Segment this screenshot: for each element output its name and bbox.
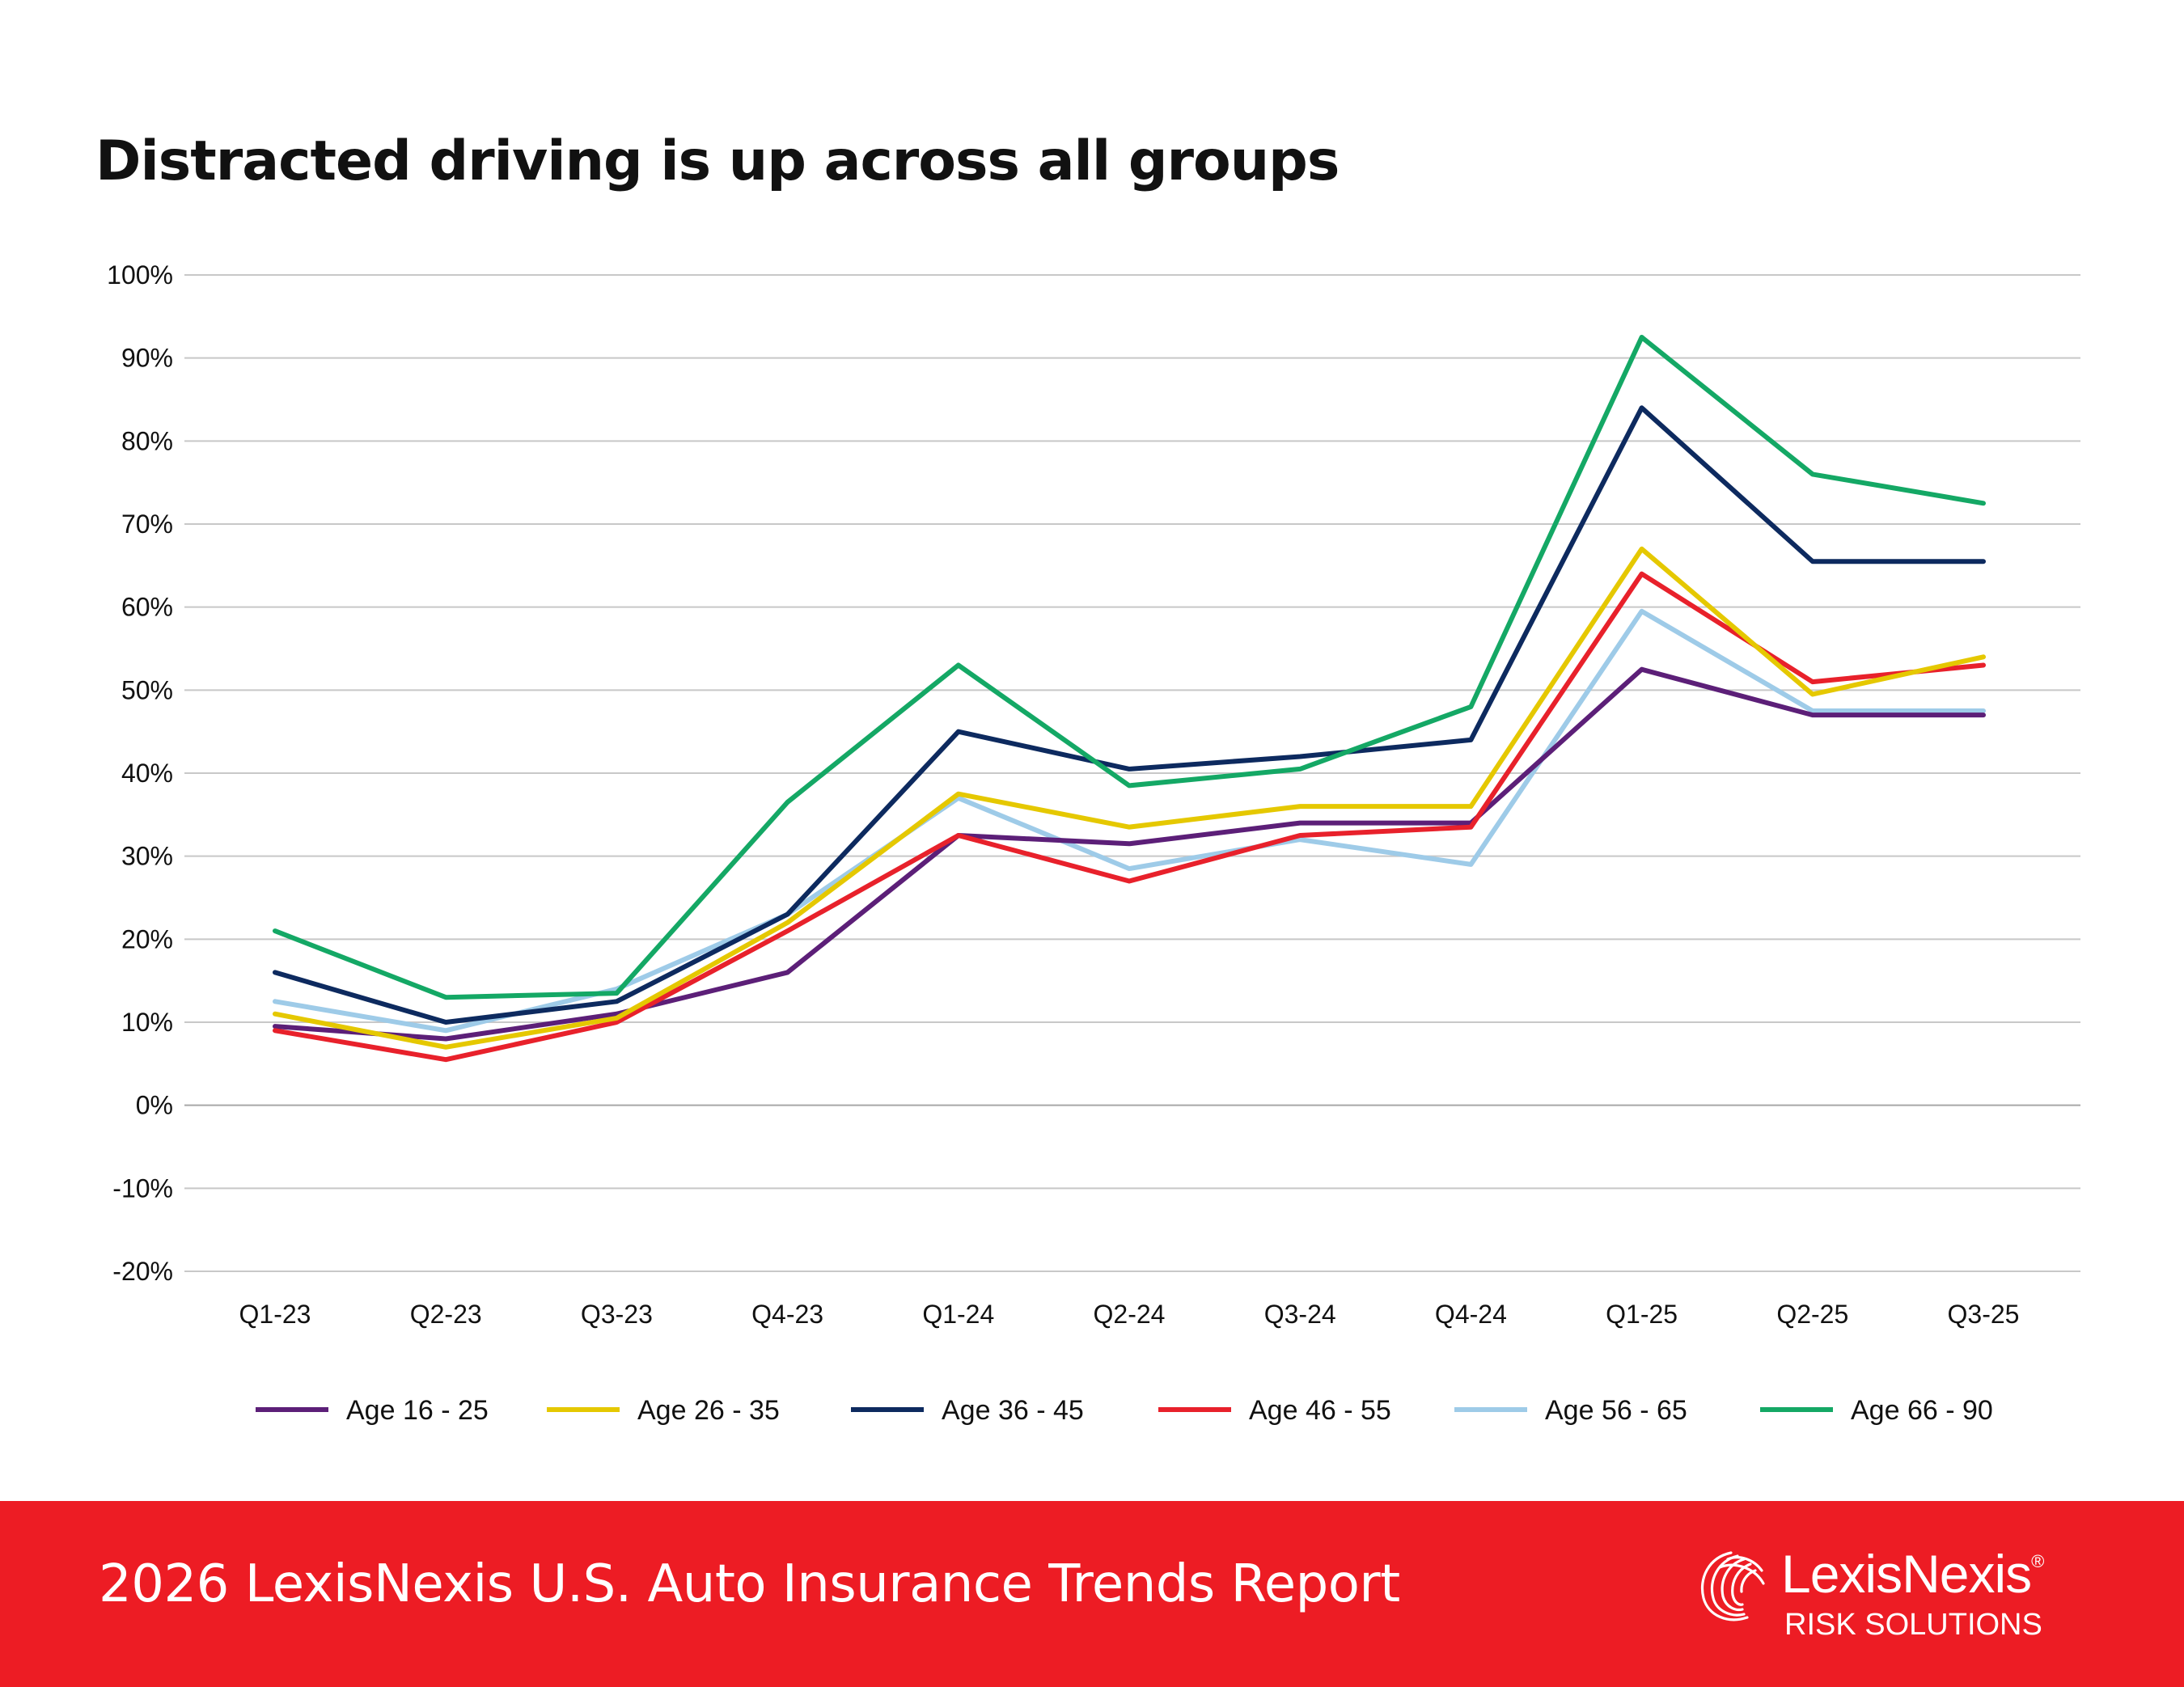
series-line-4 bbox=[273, 571, 1986, 1063]
y-tick-label: 100% bbox=[107, 260, 173, 290]
logo-subtitle: RISK SOLUTIONS bbox=[1784, 1608, 2042, 1642]
y-tick-label: 40% bbox=[121, 759, 173, 788]
x-tick-label: Q3-24 bbox=[1264, 1300, 1336, 1329]
y-tick-label: 60% bbox=[121, 593, 173, 622]
y-tick-label: 20% bbox=[121, 924, 173, 953]
line-chart: 100% 90% 80% 70% 60% 50% 40% 30% 20% 10% 0% -10% -20… bbox=[107, 260, 2080, 1426]
x-tick-label: Q1-25 bbox=[1606, 1300, 1678, 1329]
legend-item: Age 56 - 65 bbox=[1454, 1395, 1687, 1426]
legend-item: Age 16 - 25 bbox=[256, 1395, 489, 1426]
x-tick-label: Q4-23 bbox=[751, 1300, 823, 1329]
chart-title: Distracted driving is up across all grou… bbox=[95, 129, 1340, 193]
y-tick-label: 10% bbox=[121, 1008, 173, 1037]
legend-label: Age 66 - 90 bbox=[1851, 1395, 1993, 1426]
y-tick-label: -10% bbox=[112, 1173, 173, 1203]
legend-label: Age 46 - 55 bbox=[1249, 1395, 1391, 1426]
series-lines bbox=[273, 335, 1986, 1063]
lexisnexis-logo: LexisNexis® RISK SOLUTIONS bbox=[1691, 1543, 2095, 1648]
report-title: 2026 LexisNexis U.S. Auto Insurance Tren… bbox=[99, 1554, 1400, 1614]
x-tick-label: Q4-24 bbox=[1435, 1300, 1507, 1329]
x-tick-label: Q2-23 bbox=[410, 1300, 482, 1329]
lexisnexis-globe-icon bbox=[1700, 1551, 1765, 1621]
footer-banner: 2026 LexisNexis U.S. Auto Insurance Tren… bbox=[0, 1501, 2184, 1687]
series-line-3 bbox=[273, 405, 1986, 1025]
x-tick-label: Q1-24 bbox=[922, 1300, 994, 1329]
y-axis-ticks: 100% 90% 80% 70% 60% 50% 40% 30% 20% 10% 0% -10% -20… bbox=[107, 260, 173, 1286]
y-tick-label: 0% bbox=[136, 1091, 173, 1120]
legend-label: Age 26 - 35 bbox=[637, 1395, 780, 1426]
x-tick-label: Q1-23 bbox=[239, 1300, 311, 1329]
x-tick-label: Q2-24 bbox=[1094, 1300, 1166, 1329]
y-tick-label: 30% bbox=[121, 842, 173, 871]
y-tick-label: -20% bbox=[112, 1257, 173, 1286]
y-tick-label: 80% bbox=[121, 426, 173, 455]
logo-wordmark: LexisNexis® bbox=[1781, 1544, 2044, 1604]
series-line-1 bbox=[273, 666, 1986, 1042]
legend-label: Age 36 - 45 bbox=[942, 1395, 1084, 1426]
legend-label: Age 56 - 65 bbox=[1545, 1395, 1687, 1426]
x-tick-label: Q3-23 bbox=[581, 1300, 653, 1329]
legend-item: Age 36 - 45 bbox=[851, 1395, 1084, 1426]
x-tick-label: Q3-25 bbox=[1948, 1300, 2020, 1329]
series-line-2 bbox=[273, 546, 1986, 1050]
series-line-5 bbox=[273, 608, 1986, 1034]
x-tick-label: Q2-25 bbox=[1776, 1300, 1848, 1329]
legend-label: Age 16 - 25 bbox=[346, 1395, 489, 1426]
legend-item: Age 46 - 55 bbox=[1158, 1395, 1391, 1426]
legend-item: Age 26 - 35 bbox=[547, 1395, 780, 1426]
legend-item: Age 66 - 90 bbox=[1760, 1395, 1993, 1426]
gridlines bbox=[184, 274, 2080, 1272]
y-tick-label: 90% bbox=[121, 344, 173, 373]
y-tick-label: 70% bbox=[121, 509, 173, 539]
series-line-6 bbox=[273, 335, 1986, 1000]
registered-mark: ® bbox=[2031, 1551, 2044, 1571]
y-tick-label: 50% bbox=[121, 675, 173, 704]
legend: Age 16 - 25 Age 26 - 35 Age 36 - 45 Age 46 … bbox=[256, 1395, 1993, 1426]
x-axis-ticks: Q1-23 Q2-23 Q3-23 Q4-23 Q1-24 Q2-24 Q3-24 Q4-24… bbox=[239, 1300, 2020, 1329]
